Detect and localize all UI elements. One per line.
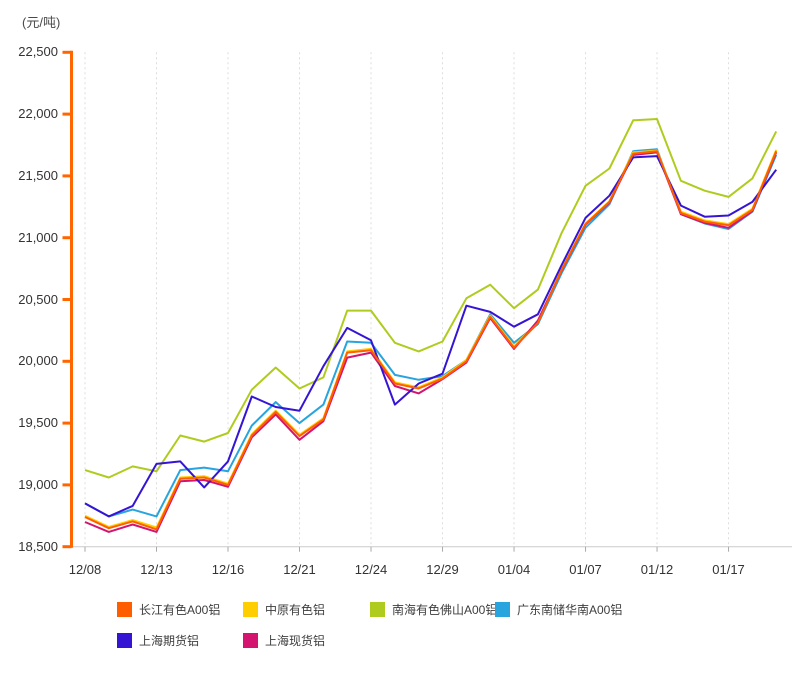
series-line-广东南储华南A00铝 bbox=[84, 148, 778, 518]
legend-label: 南海有色佛山A00铝 bbox=[392, 603, 498, 617]
y-tick-label: 22,500 bbox=[18, 44, 58, 60]
x-tick-label: 12/13 bbox=[140, 562, 173, 577]
legend-label: 中原有色铝 bbox=[265, 603, 326, 617]
x-tick-label: 12/24 bbox=[354, 562, 388, 577]
legend-swatch bbox=[243, 633, 258, 648]
y-tick-label: 20,500 bbox=[18, 291, 58, 307]
series-line-上海现货铝 bbox=[84, 151, 778, 533]
series-line-上海期货铝 bbox=[84, 155, 778, 518]
legend-swatch bbox=[495, 602, 510, 617]
legend-item-南海有色佛山A00铝[interactable]: 南海有色佛山A00铝 bbox=[370, 601, 498, 618]
legend-item-上海期货铝[interactable]: 上海期货铝 bbox=[117, 632, 243, 649]
x-tick-label: 01/04 bbox=[497, 562, 531, 577]
legend-label: 广东南储华南A00铝 bbox=[517, 603, 623, 617]
y-axis-unit-label: (元/吨) bbox=[22, 15, 61, 30]
legend-item-广东南储华南A00铝[interactable]: 广东南储华南A00铝 bbox=[495, 601, 675, 618]
legend-item-上海现货铝[interactable]: 上海现货铝 bbox=[243, 632, 370, 649]
y-tick-label: 21,000 bbox=[18, 229, 58, 245]
x-tick-label: 12/29 bbox=[426, 562, 459, 577]
legend: 长江有色A00铝 中原有色铝 南海有色佛山A00铝 广东南储华南A00铝上海期货铝 上海… bbox=[117, 601, 675, 649]
y-tick-label: 19,000 bbox=[18, 476, 58, 492]
legend-swatch bbox=[117, 602, 132, 617]
legend-item-中原有色铝[interactable]: 中原有色铝 bbox=[243, 601, 370, 618]
legend-swatch bbox=[370, 602, 385, 617]
x-tick-label: 01/12 bbox=[640, 562, 674, 577]
x-tick-label: 12/08 bbox=[68, 562, 102, 577]
x-tick-label: 01/07 bbox=[569, 562, 602, 577]
y-tick-label: 18,500 bbox=[18, 538, 58, 554]
legend-label: 上海现货铝 bbox=[265, 634, 326, 648]
y-tick-label: 21,500 bbox=[18, 167, 58, 183]
legend-label: 长江有色A00铝 bbox=[139, 603, 221, 617]
legend-item-长江有色A00铝[interactable]: 长江有色A00铝 bbox=[117, 601, 243, 618]
series-line-长江有色A00铝 bbox=[84, 150, 778, 531]
y-tick-label: 22,000 bbox=[18, 106, 58, 122]
x-tick-label: 12/21 bbox=[283, 562, 316, 577]
legend-swatch bbox=[117, 633, 132, 648]
legend-label: 上海期货铝 bbox=[139, 634, 200, 648]
series-line-南海有色佛山A00铝 bbox=[84, 118, 778, 479]
y-tick-label: 20,000 bbox=[18, 353, 58, 369]
legend-swatch bbox=[243, 602, 258, 617]
y-tick-label: 19,500 bbox=[18, 415, 58, 431]
x-tick-label: 12/16 bbox=[211, 562, 245, 577]
x-tick-label: 01/17 bbox=[712, 562, 745, 577]
price-chart-canvas bbox=[62, 50, 792, 552]
